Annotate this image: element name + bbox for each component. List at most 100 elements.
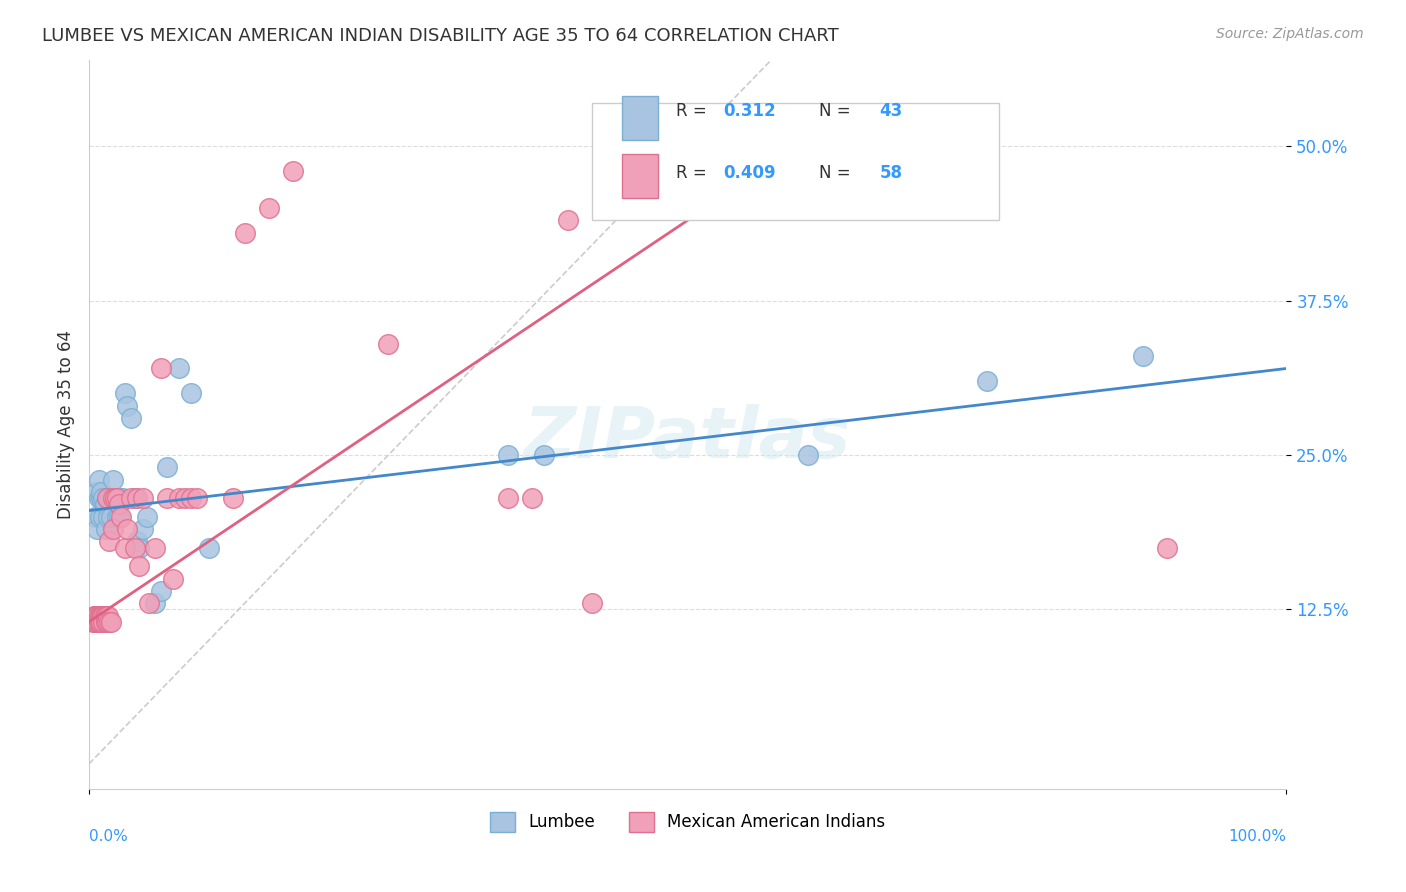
- Lumbee: [96, 491, 118, 506]
- Lumbee: [93, 509, 115, 524]
- Mexican American Indians: [94, 615, 117, 629]
- Lumbee: [149, 583, 172, 598]
- Lumbee: [111, 491, 134, 506]
- Mexican American Indians: [222, 491, 245, 506]
- Mexican American Indians: [90, 615, 112, 629]
- Text: Source: ZipAtlas.com: Source: ZipAtlas.com: [1216, 27, 1364, 41]
- Mexican American Indians: [89, 615, 111, 629]
- Lumbee: [101, 473, 124, 487]
- Lumbee: [114, 386, 136, 401]
- Mexican American Indians: [180, 491, 202, 506]
- Mexican American Indians: [581, 596, 603, 610]
- Lumbee: [533, 448, 555, 462]
- Lumbee: [796, 448, 818, 462]
- Lumbee: [87, 491, 110, 506]
- Lumbee: [128, 541, 150, 555]
- Lumbee: [89, 509, 111, 524]
- Mexican American Indians: [96, 615, 118, 629]
- Lumbee: [117, 399, 139, 413]
- Lumbee: [496, 448, 519, 462]
- Mexican American Indians: [173, 491, 195, 506]
- Mexican American Indians: [98, 534, 121, 549]
- Lumbee: [90, 485, 112, 500]
- Bar: [621, 96, 658, 140]
- Mexican American Indians: [86, 615, 108, 629]
- Mexican American Indians: [84, 608, 107, 623]
- Lumbee: [100, 509, 122, 524]
- Lumbee: [104, 491, 127, 506]
- Lumbee: [198, 541, 221, 555]
- Mexican American Indians: [93, 608, 115, 623]
- Lumbee: [135, 509, 157, 524]
- Lumbee: [120, 410, 142, 425]
- Mexican American Indians: [520, 491, 543, 506]
- Mexican American Indians: [132, 491, 155, 506]
- Mexican American Indians: [114, 541, 136, 555]
- Text: R =: R =: [676, 163, 711, 182]
- Lumbee: [125, 534, 148, 549]
- Mexican American Indians: [90, 608, 112, 623]
- Lumbee: [124, 491, 146, 506]
- Mexican American Indians: [93, 615, 115, 629]
- Lumbee: [132, 522, 155, 536]
- Lumbee: [84, 509, 107, 524]
- Legend: Lumbee, Mexican American Indians: Lumbee, Mexican American Indians: [484, 805, 891, 838]
- Mexican American Indians: [120, 491, 142, 506]
- Text: 43: 43: [879, 102, 903, 120]
- Mexican American Indians: [108, 497, 131, 511]
- Lumbee: [94, 522, 117, 536]
- Mexican American Indians: [125, 491, 148, 506]
- Mexican American Indians: [83, 608, 105, 623]
- Text: N =: N =: [820, 102, 856, 120]
- Mexican American Indians: [86, 608, 108, 623]
- Lumbee: [108, 509, 131, 524]
- Lumbee: [93, 491, 115, 506]
- Mexican American Indians: [149, 361, 172, 376]
- Text: 100.0%: 100.0%: [1229, 829, 1286, 844]
- Mexican American Indians: [101, 522, 124, 536]
- Bar: [621, 154, 658, 198]
- Mexican American Indians: [100, 615, 122, 629]
- Lumbee: [180, 386, 202, 401]
- Mexican American Indians: [82, 615, 104, 629]
- Mexican American Indians: [257, 201, 280, 215]
- Text: ZIPatlas: ZIPatlas: [524, 404, 852, 473]
- Lumbee: [143, 596, 166, 610]
- Lumbee: [86, 522, 108, 536]
- FancyBboxPatch shape: [592, 103, 1000, 220]
- Mexican American Indians: [89, 608, 111, 623]
- Lumbee: [87, 473, 110, 487]
- Mexican American Indians: [96, 491, 118, 506]
- Mexican American Indians: [98, 615, 121, 629]
- Mexican American Indians: [162, 572, 184, 586]
- Mexican American Indians: [124, 541, 146, 555]
- Text: 0.0%: 0.0%: [89, 829, 128, 844]
- Mexican American Indians: [110, 509, 132, 524]
- Mexican American Indians: [87, 608, 110, 623]
- Text: 0.312: 0.312: [724, 102, 776, 120]
- Y-axis label: Disability Age 35 to 64: Disability Age 35 to 64: [58, 329, 75, 518]
- Lumbee: [93, 497, 115, 511]
- Mexican American Indians: [143, 541, 166, 555]
- Mexican American Indians: [138, 596, 160, 610]
- Lumbee: [97, 509, 120, 524]
- Lumbee: [108, 491, 131, 506]
- Lumbee: [97, 491, 120, 506]
- Mexican American Indians: [84, 615, 107, 629]
- Mexican American Indians: [496, 491, 519, 506]
- Mexican American Indians: [105, 491, 128, 506]
- Mexican American Indians: [87, 615, 110, 629]
- Mexican American Indians: [186, 491, 208, 506]
- Lumbee: [90, 491, 112, 506]
- Mexican American Indians: [233, 226, 256, 240]
- Text: R =: R =: [676, 102, 711, 120]
- Mexican American Indians: [101, 491, 124, 506]
- Lumbee: [156, 460, 179, 475]
- Mexican American Indians: [377, 336, 399, 351]
- Lumbee: [101, 491, 124, 506]
- Mexican American Indians: [557, 213, 579, 227]
- Mexican American Indians: [91, 608, 114, 623]
- Mexican American Indians: [1156, 541, 1178, 555]
- Mexican American Indians: [128, 559, 150, 574]
- Lumbee: [105, 509, 128, 524]
